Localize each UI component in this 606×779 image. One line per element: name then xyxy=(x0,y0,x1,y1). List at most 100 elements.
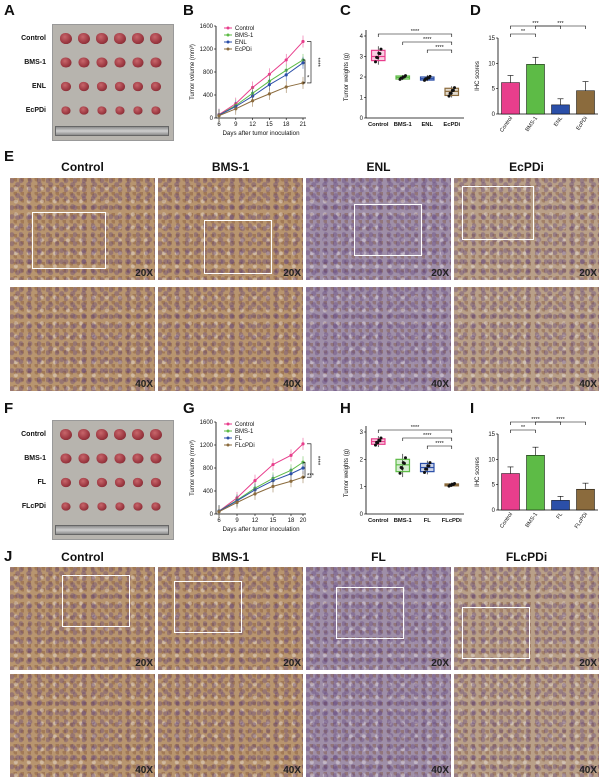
legend-label: FL xyxy=(235,436,243,442)
tumor-specimen xyxy=(60,477,72,488)
series-line xyxy=(218,82,304,117)
magnification-label: 20X xyxy=(579,658,597,669)
data-point xyxy=(284,85,288,89)
category-label: BMS-1 xyxy=(394,122,413,128)
tick-label: 0 xyxy=(360,116,364,122)
y-axis-label: Tumor weights (g) xyxy=(344,53,350,101)
histology-title: ENL xyxy=(366,160,391,174)
tumor-specimen xyxy=(114,477,126,488)
data-point xyxy=(289,453,293,457)
zoom-box xyxy=(462,186,534,240)
photo-a-row-label: BMS-1 xyxy=(24,59,46,66)
tumor-specimen xyxy=(60,453,72,464)
tick-label: 15 xyxy=(266,122,273,128)
tumor-specimen xyxy=(96,81,108,92)
panel-letter-a: A xyxy=(4,2,15,19)
tumor-specimen xyxy=(61,502,71,511)
legend-swatch xyxy=(226,33,230,37)
data-point xyxy=(428,461,432,465)
tumor-specimen xyxy=(114,429,126,440)
tick-label: 20 xyxy=(300,518,307,524)
magnification-label: 20X xyxy=(579,268,597,279)
magnification-label: 20X xyxy=(283,268,301,279)
photo-f-row-label: Control xyxy=(21,431,46,438)
data-point xyxy=(398,471,402,475)
tumor-specimen xyxy=(114,453,126,464)
tumor-specimen xyxy=(97,502,107,511)
photo-a-row-label: EcPDi xyxy=(25,107,46,114)
significance-bracket xyxy=(426,445,453,449)
data-point xyxy=(378,439,382,443)
tumor-specimen xyxy=(150,477,162,488)
panel-letter-g: G xyxy=(183,400,195,417)
tumor-specimen xyxy=(115,106,125,115)
tick-label: 0 xyxy=(210,116,214,122)
tumor-specimen xyxy=(132,429,144,440)
tumor-specimen xyxy=(114,33,126,44)
zoom-box xyxy=(462,607,530,659)
histology-title: BMS-1 xyxy=(211,550,250,564)
tumor-specimen xyxy=(150,453,162,464)
tumor-specimen xyxy=(60,33,72,44)
legend-label: FLcPDi xyxy=(235,443,255,449)
legend-swatch xyxy=(226,40,230,44)
tick-label: 5 xyxy=(492,483,496,489)
histology-image: 40X xyxy=(158,674,303,777)
series-line xyxy=(218,59,304,116)
significance-bracket xyxy=(402,41,453,45)
zoom-box xyxy=(354,204,422,256)
data-point xyxy=(376,56,380,60)
data-point xyxy=(217,510,221,514)
panel-letter-e: E xyxy=(4,148,15,165)
significance-bracket xyxy=(426,49,453,53)
tumor-specimen xyxy=(96,477,108,488)
series-line xyxy=(218,467,304,512)
significance-bracket xyxy=(377,33,453,37)
legend-label: EcPDi xyxy=(235,47,252,53)
data-point xyxy=(271,484,275,488)
legend-swatch xyxy=(226,429,230,433)
significance-label: **** xyxy=(531,417,540,423)
tumor-specimen xyxy=(133,502,143,511)
magnification-label: 20X xyxy=(135,268,153,279)
significance-bracket xyxy=(535,25,586,29)
tumor-specimen xyxy=(151,502,161,511)
category-label: FL xyxy=(424,518,432,524)
tick-label: 5 xyxy=(492,87,496,93)
histology-title: Control xyxy=(61,160,104,174)
data-point xyxy=(374,60,378,64)
significance-label: **** xyxy=(314,456,320,466)
magnification-label: 40X xyxy=(431,765,449,776)
significance-label: *** xyxy=(532,21,539,27)
tick-label: 18 xyxy=(288,518,295,524)
photo-f-row-label: BMS-1 xyxy=(24,455,46,462)
tick-label: 2 xyxy=(360,75,364,81)
category-label: BMS-1 xyxy=(525,512,540,529)
tick-label: 4 xyxy=(360,34,364,40)
histology-image: 40X xyxy=(454,287,599,391)
data-point xyxy=(289,479,293,483)
tumor-specimen xyxy=(78,33,90,44)
tick-label: 0 xyxy=(210,512,214,518)
tumor-specimen xyxy=(79,502,89,511)
zoom-box xyxy=(32,212,106,269)
tick-label: 1600 xyxy=(200,24,214,30)
tick-label: 6 xyxy=(217,122,221,128)
magnification-label: 40X xyxy=(431,379,449,390)
histology-image: 40X xyxy=(454,674,599,777)
tumor-specimen xyxy=(115,502,125,511)
data-point xyxy=(428,74,432,78)
significance-bracket xyxy=(307,41,312,84)
tumor-specimen xyxy=(132,57,144,68)
category-label: BMS-1 xyxy=(394,518,413,524)
legend-swatch xyxy=(226,436,230,440)
magnification-label: 20X xyxy=(135,658,153,669)
tick-label: 15 xyxy=(270,518,277,524)
histology-title: BMS-1 xyxy=(211,160,250,174)
significance-label: * xyxy=(307,75,310,81)
series-line xyxy=(218,62,304,116)
magnification-label: 40X xyxy=(283,765,301,776)
data-point xyxy=(234,107,238,111)
tumor-specimen xyxy=(150,429,162,440)
